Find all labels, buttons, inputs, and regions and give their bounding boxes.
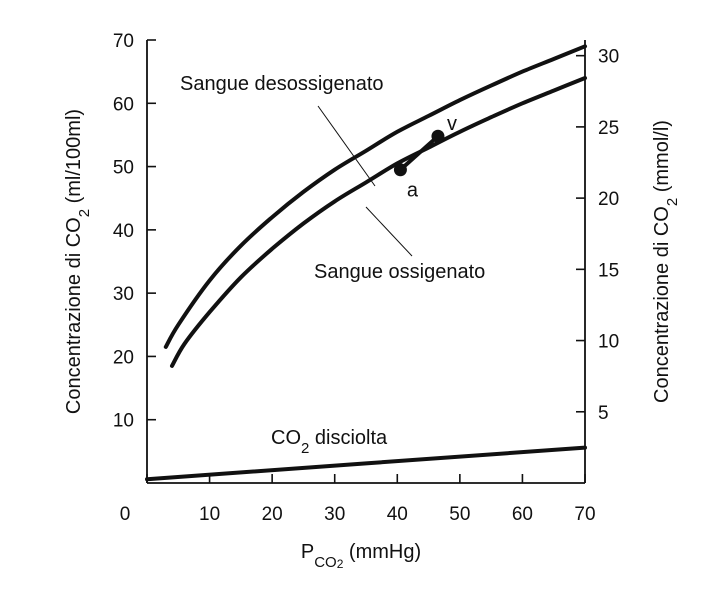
oxygenated-leader <box>365 206 413 257</box>
y2-tick-label: 15 <box>598 260 619 281</box>
y2-tick-label: 5 <box>598 403 609 424</box>
a-v-segment <box>399 134 440 172</box>
y2-axis-label-part: 2 <box>664 198 681 206</box>
x-tick-label: 50 <box>449 504 470 525</box>
dissolved-co2-label-part: disciolta <box>309 427 388 449</box>
x-axis-label-part: (mmHg) <box>343 541 421 563</box>
y2-axis-label-part: Concentrazione di CO <box>651 206 673 403</box>
x-tick-label: 10 <box>199 504 220 525</box>
oxygenated-label: Sangue ossigenato <box>314 261 485 283</box>
deoxygenated-leader <box>317 105 376 187</box>
point-v-label: v <box>447 113 457 135</box>
deoxygenated-label: Sangue desossigenato <box>180 73 384 95</box>
y-tick-label: 10 <box>113 411 134 432</box>
x-tick-label: 60 <box>512 504 533 525</box>
dissolved-co2-label-part: CO <box>271 427 301 449</box>
y-axis-label-part: 2 <box>76 209 93 217</box>
y2-tick-label: 25 <box>598 118 619 139</box>
x-tick-label: 70 <box>574 504 595 525</box>
y-tick-label: 20 <box>113 347 134 368</box>
x-tick-label: 20 <box>262 504 283 525</box>
x-tick-label: 40 <box>387 504 408 525</box>
y2-axis-label: Concentrazione di CO2 (mmol/l) <box>651 120 681 403</box>
dissolved-co2-label: CO2 disciolta <box>271 427 388 457</box>
x-tick-label: 0 <box>120 504 131 525</box>
dissolved-co2-line <box>145 445 587 482</box>
y2-tick-label: 20 <box>598 189 619 210</box>
y-tick-label: 70 <box>113 31 134 52</box>
y2-tick-label: 10 <box>598 332 619 353</box>
deoxygenated-blood-curve <box>163 44 587 349</box>
y-axis-label-part: Concentrazione di CO <box>63 217 85 414</box>
x-axis-label-part: P <box>301 541 314 563</box>
point-v <box>431 129 445 143</box>
point-a-label: a <box>407 180 419 202</box>
point-a <box>393 163 407 177</box>
curves <box>145 44 587 482</box>
axes: 0 10 20 30 40 50 60 70 10 20 30 40 50 60 70 5 10 15 20 25 30… <box>63 31 681 571</box>
x-axis-label-part: CO <box>314 554 337 571</box>
y2-tick-label: 30 <box>598 47 619 68</box>
x-tick-label: 30 <box>324 504 345 525</box>
oxygenated-blood-curve <box>170 76 587 368</box>
y2-axis-label-part: (mmol/l) <box>651 120 673 198</box>
dissolved-co2-label-part: 2 <box>301 440 309 457</box>
x-axis-label: PCO2 (mmHg) <box>301 541 421 571</box>
y-tick-label: 60 <box>113 94 134 115</box>
labels: a v Sangue desossigenato Sangue ossigenato C… <box>180 73 485 457</box>
x-axis-label-part: 2 <box>337 557 344 571</box>
y-tick-label: 50 <box>113 158 134 179</box>
y-axis-label: Concentrazione di CO2 (ml/100ml) <box>63 109 93 414</box>
y-axis-label-part: (ml/100ml) <box>63 109 85 209</box>
y-tick-label: 40 <box>113 221 134 242</box>
y-tick-label: 30 <box>113 284 134 305</box>
marks <box>393 129 445 177</box>
